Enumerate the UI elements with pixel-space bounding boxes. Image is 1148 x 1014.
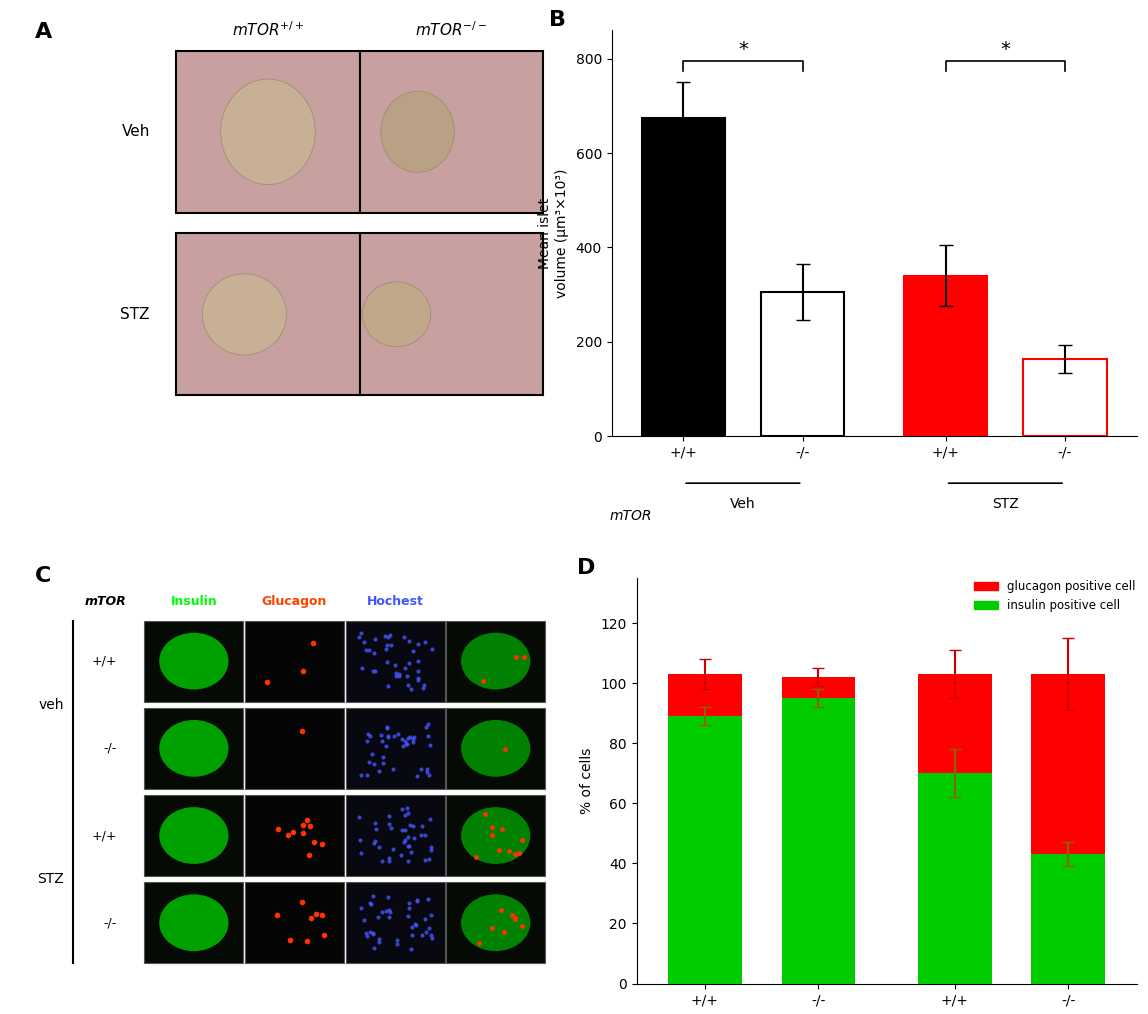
Text: $mTOR^{+/+}$: $mTOR^{+/+}$ bbox=[232, 20, 304, 39]
FancyBboxPatch shape bbox=[346, 621, 444, 702]
Text: mTOR: mTOR bbox=[610, 509, 652, 523]
Bar bbox=[918, 674, 992, 774]
FancyBboxPatch shape bbox=[359, 51, 543, 213]
FancyBboxPatch shape bbox=[359, 233, 543, 395]
Text: *: * bbox=[1000, 40, 1010, 59]
Y-axis label: % of cells: % of cells bbox=[580, 747, 594, 814]
FancyBboxPatch shape bbox=[176, 51, 359, 213]
FancyBboxPatch shape bbox=[245, 882, 344, 963]
Text: -/-: -/- bbox=[103, 742, 117, 754]
FancyBboxPatch shape bbox=[145, 882, 243, 963]
FancyBboxPatch shape bbox=[346, 795, 444, 876]
Bar bbox=[903, 276, 987, 436]
Bar bbox=[1031, 855, 1106, 984]
Text: *: * bbox=[738, 40, 747, 59]
Ellipse shape bbox=[220, 79, 316, 185]
Text: Insulin: Insulin bbox=[171, 595, 217, 608]
Text: Veh: Veh bbox=[122, 125, 150, 139]
Text: Veh: Veh bbox=[730, 497, 755, 511]
Text: Merge: Merge bbox=[473, 595, 518, 608]
Ellipse shape bbox=[160, 720, 228, 777]
Legend: glucagon positive cell, insulin positive cell: glucagon positive cell, insulin positive… bbox=[970, 576, 1141, 618]
Ellipse shape bbox=[461, 894, 530, 951]
FancyBboxPatch shape bbox=[447, 882, 545, 963]
Text: C: C bbox=[34, 566, 51, 586]
FancyBboxPatch shape bbox=[145, 795, 243, 876]
FancyBboxPatch shape bbox=[447, 795, 545, 876]
Bar bbox=[761, 292, 844, 436]
FancyBboxPatch shape bbox=[245, 621, 344, 702]
Bar bbox=[1031, 674, 1106, 855]
Bar bbox=[1023, 359, 1107, 436]
Ellipse shape bbox=[381, 91, 455, 172]
Text: mTOR: mTOR bbox=[85, 595, 126, 608]
Bar bbox=[642, 118, 726, 436]
Ellipse shape bbox=[461, 807, 530, 864]
Text: D: D bbox=[576, 558, 595, 578]
Text: Glucagon: Glucagon bbox=[262, 595, 327, 608]
Ellipse shape bbox=[160, 633, 228, 690]
Text: B: B bbox=[549, 10, 566, 30]
FancyBboxPatch shape bbox=[145, 708, 243, 789]
Text: +/+: +/+ bbox=[92, 655, 117, 667]
FancyBboxPatch shape bbox=[145, 621, 243, 702]
Ellipse shape bbox=[160, 894, 228, 951]
Y-axis label: Mean islet
volume (μm³×10³): Mean islet volume (μm³×10³) bbox=[538, 168, 568, 298]
Text: veh: veh bbox=[38, 698, 63, 712]
Text: STZ: STZ bbox=[992, 497, 1018, 511]
FancyBboxPatch shape bbox=[176, 233, 359, 395]
Text: $mTOR^{-/-}$: $mTOR^{-/-}$ bbox=[416, 20, 488, 39]
Text: Hochest: Hochest bbox=[366, 595, 424, 608]
FancyBboxPatch shape bbox=[245, 708, 344, 789]
Text: A: A bbox=[34, 22, 52, 43]
FancyBboxPatch shape bbox=[447, 708, 545, 789]
Text: STZ: STZ bbox=[121, 307, 150, 321]
FancyBboxPatch shape bbox=[245, 795, 344, 876]
Text: -/-: -/- bbox=[103, 917, 117, 929]
Bar bbox=[782, 677, 855, 699]
Ellipse shape bbox=[461, 720, 530, 777]
Text: +/+: +/+ bbox=[92, 829, 117, 842]
FancyBboxPatch shape bbox=[346, 882, 444, 963]
Ellipse shape bbox=[461, 633, 530, 690]
Bar bbox=[918, 774, 992, 984]
Text: STZ: STZ bbox=[38, 872, 64, 886]
Ellipse shape bbox=[363, 282, 430, 347]
FancyBboxPatch shape bbox=[346, 708, 444, 789]
Ellipse shape bbox=[202, 274, 286, 355]
Bar bbox=[782, 699, 855, 984]
Bar bbox=[668, 716, 742, 984]
FancyBboxPatch shape bbox=[447, 621, 545, 702]
Bar bbox=[668, 674, 742, 716]
Ellipse shape bbox=[160, 807, 228, 864]
